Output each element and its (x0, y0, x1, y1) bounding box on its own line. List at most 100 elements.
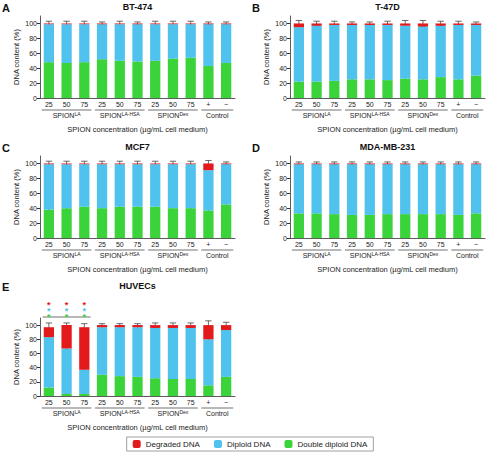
svg-text:50: 50 (419, 241, 427, 248)
svg-text:Control: Control (206, 112, 229, 119)
svg-text:40: 40 (279, 205, 287, 212)
svg-text:Control: Control (206, 252, 229, 259)
svg-text:+: + (206, 399, 210, 406)
svg-text:BT-474: BT-474 (123, 2, 153, 12)
svg-text:LA: LA (74, 251, 81, 257)
svg-text:50: 50 (313, 101, 321, 108)
svg-text:Dex: Dex (179, 111, 188, 117)
svg-text:LA-HSA: LA-HSA (372, 251, 391, 257)
svg-text:0: 0 (283, 95, 287, 102)
svg-text:75: 75 (437, 101, 445, 108)
svg-text:−: − (474, 241, 478, 248)
svg-text:25: 25 (348, 241, 356, 248)
svg-text:+: + (456, 241, 460, 248)
svg-text:SPION: SPION (408, 252, 430, 259)
svg-text:40: 40 (29, 65, 37, 72)
svg-text:80: 80 (279, 175, 287, 182)
svg-text:80: 80 (29, 35, 37, 42)
svg-text:+: + (206, 241, 210, 248)
svg-text:40: 40 (29, 205, 37, 212)
svg-text:25: 25 (98, 101, 106, 108)
svg-text:100: 100 (275, 160, 287, 167)
svg-text:SPION: SPION (303, 112, 325, 119)
svg-text:SPION: SPION (53, 410, 75, 417)
svg-text:DNA content (%): DNA content (%) (262, 29, 271, 85)
svg-text:MDA-MB-231: MDA-MB-231 (360, 142, 416, 152)
svg-text:20: 20 (29, 378, 37, 385)
svg-text:100: 100 (25, 20, 37, 27)
svg-text:SPION concentration (µg/mL cel: SPION concentration (µg/mL cell medium) (67, 423, 208, 432)
svg-text:50: 50 (63, 241, 71, 248)
svg-text:75: 75 (80, 101, 88, 108)
svg-text:Dex: Dex (429, 111, 438, 117)
svg-text:0: 0 (33, 393, 37, 400)
svg-text:LA: LA (74, 409, 81, 415)
svg-text:50: 50 (169, 101, 177, 108)
svg-text:100: 100 (25, 322, 37, 329)
svg-text:25: 25 (151, 241, 159, 248)
svg-text:Control: Control (456, 112, 479, 119)
svg-text:−: − (224, 399, 228, 406)
svg-text:−: − (224, 241, 228, 248)
svg-text:Dex: Dex (429, 251, 438, 257)
svg-text:75: 75 (330, 101, 338, 108)
svg-text:B: B (252, 2, 260, 14)
svg-text:SPION: SPION (53, 112, 75, 119)
svg-text:20: 20 (279, 80, 287, 87)
svg-text:SPION concentration (µg/mL cel: SPION concentration (µg/mL cell medium) (67, 265, 208, 274)
svg-text:20: 20 (29, 220, 37, 227)
svg-text:LA-HSA: LA-HSA (122, 409, 141, 415)
svg-text:−: − (474, 101, 478, 108)
svg-text:50: 50 (169, 399, 177, 406)
svg-text:25: 25 (295, 241, 303, 248)
svg-text:40: 40 (29, 364, 37, 371)
svg-text:20: 20 (279, 220, 287, 227)
svg-text:25: 25 (348, 101, 356, 108)
svg-text:+: + (456, 101, 460, 108)
svg-text:D: D (252, 142, 260, 154)
svg-text:50: 50 (366, 101, 374, 108)
svg-text:Diploid DNA: Diploid DNA (227, 440, 271, 449)
svg-text:LA-HSA: LA-HSA (122, 111, 141, 117)
svg-text:MCF7: MCF7 (125, 142, 150, 152)
svg-text:0: 0 (283, 235, 287, 242)
svg-text:SPION: SPION (100, 252, 122, 259)
svg-text:25: 25 (98, 241, 106, 248)
svg-text:75: 75 (80, 399, 88, 406)
svg-text:*: * (65, 300, 69, 310)
svg-text:80: 80 (29, 336, 37, 343)
svg-text:SPION concentration (µg/mL cel: SPION concentration (µg/mL cell medium) (317, 125, 458, 134)
svg-text:SPION: SPION (158, 112, 180, 119)
svg-text:50: 50 (169, 241, 177, 248)
svg-text:LA-HSA: LA-HSA (372, 111, 391, 117)
svg-text:80: 80 (29, 175, 37, 182)
svg-text:25: 25 (401, 101, 409, 108)
svg-text:SPION concentration (µg/mL cel: SPION concentration (µg/mL cell medium) (317, 265, 458, 274)
svg-text:Control: Control (206, 410, 229, 417)
svg-text:75: 75 (134, 101, 142, 108)
svg-text:DNA content (%): DNA content (%) (12, 29, 21, 85)
svg-text:75: 75 (187, 399, 195, 406)
svg-text:25: 25 (98, 399, 106, 406)
svg-text:SPION: SPION (158, 252, 180, 259)
svg-text:75: 75 (134, 241, 142, 248)
svg-text:SPION concentration (µg/mL cel: SPION concentration (µg/mL cell medium) (67, 125, 208, 134)
svg-text:*: * (47, 300, 51, 310)
svg-text:60: 60 (279, 50, 287, 57)
svg-text:T-47D: T-47D (375, 2, 400, 12)
svg-text:C: C (2, 142, 10, 154)
svg-text:60: 60 (279, 190, 287, 197)
svg-text:DNA content (%): DNA content (%) (262, 169, 271, 225)
svg-text:40: 40 (279, 65, 287, 72)
svg-text:Double diploid DNA: Double diploid DNA (298, 440, 368, 449)
svg-text:*: * (83, 300, 87, 310)
svg-text:HUVECs: HUVECs (119, 281, 156, 291)
svg-text:100: 100 (25, 160, 37, 167)
svg-text:25: 25 (151, 101, 159, 108)
svg-text:LA: LA (324, 111, 331, 117)
svg-text:SPION: SPION (303, 252, 325, 259)
svg-text:E: E (2, 281, 9, 293)
svg-text:25: 25 (151, 399, 159, 406)
svg-text:25: 25 (45, 241, 53, 248)
svg-text:75: 75 (437, 241, 445, 248)
